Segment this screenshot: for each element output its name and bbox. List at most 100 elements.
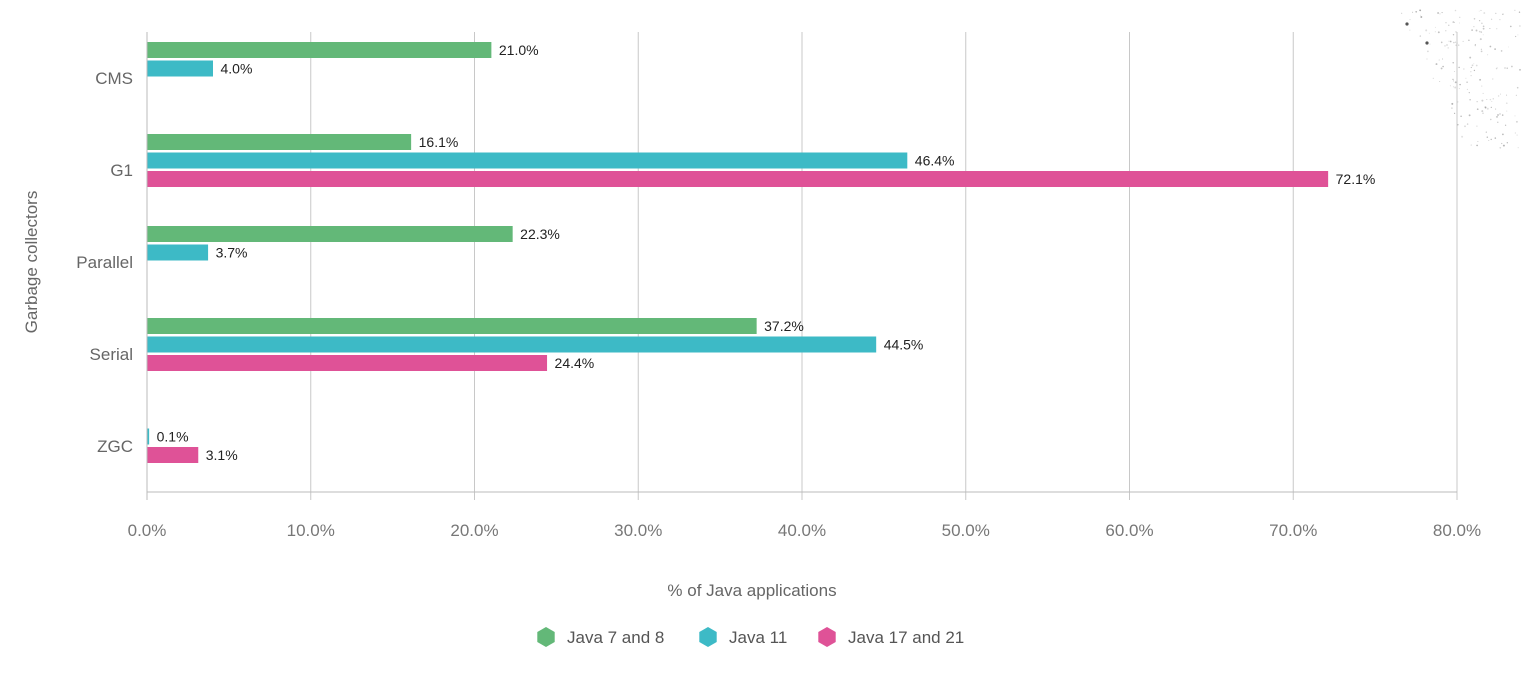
bars: 21.0% 4.0% 16.1% 46.4% 72.1% 22.3% 3.7% 37.2% 44…	[147, 42, 1376, 463]
decor-dot	[1479, 38, 1482, 41]
decor-dot	[1497, 95, 1500, 97]
decor-dot	[1494, 137, 1497, 139]
decor-dot	[1516, 86, 1519, 89]
decor-dot	[1473, 63, 1475, 65]
decor-dot	[1459, 83, 1461, 86]
decor-dot	[1435, 63, 1438, 66]
decor-dot	[1468, 39, 1470, 41]
x-axis-title: % of Java applications	[667, 581, 836, 600]
decor-dot	[1462, 40, 1464, 42]
decor-dot	[1490, 18, 1493, 20]
decor-dot	[1501, 114, 1504, 116]
decor-dot	[1476, 108, 1479, 111]
decor-dot	[1466, 123, 1469, 125]
decor-dot	[1515, 94, 1517, 96]
category-labels: CMS G1 Parallel Serial ZGC	[76, 69, 133, 456]
decor-dot	[1483, 12, 1486, 14]
decor-dot	[1502, 144, 1505, 147]
decor-dot	[1464, 125, 1466, 128]
decor-dot	[1482, 92, 1484, 94]
decor-dot	[1480, 9, 1482, 11]
decor-dot	[1449, 40, 1452, 43]
decor-dot	[1452, 34, 1455, 36]
decor-dot	[1482, 34, 1484, 36]
decor-dot	[1475, 29, 1478, 32]
decor-dot	[1514, 115, 1516, 117]
decor-dot	[1479, 20, 1481, 21]
data-label: 16.1%	[419, 134, 459, 150]
decor-dot	[1419, 9, 1422, 12]
decor-dot	[1461, 135, 1464, 138]
decor-dot	[1509, 25, 1512, 28]
decor-dot	[1478, 30, 1481, 33]
decor-dot	[1420, 16, 1423, 18]
decor-dot	[1497, 121, 1499, 123]
decor-dot	[1476, 144, 1478, 147]
decor-dot	[1505, 102, 1508, 105]
decor-dot	[1441, 12, 1443, 14]
decor-dot	[1442, 65, 1444, 68]
decor-dot	[1463, 68, 1465, 70]
bar-zgc-2	[147, 428, 150, 445]
legend-label: Java 11	[729, 628, 787, 647]
decor-dot	[1471, 29, 1473, 31]
decor-dot	[1445, 30, 1447, 32]
decor-dot	[1458, 44, 1460, 46]
decor-dot	[1494, 48, 1496, 50]
x-tick-labels: 0.0% 10.0% 20.0% 30.0% 40.0% 50.0% 60.0% 70.0% 8…	[128, 521, 1481, 540]
decor-dot	[1438, 59, 1440, 61]
data-label: 3.1%	[206, 447, 238, 463]
legend-label: Java 7 and 8	[567, 628, 664, 647]
x-tick-label: 50.0%	[942, 521, 990, 540]
data-label: 72.1%	[1336, 171, 1376, 187]
decor-dot	[1469, 56, 1472, 59]
decor-dot	[1469, 99, 1471, 101]
decor-dot	[1504, 67, 1506, 69]
decor-dot	[1409, 29, 1411, 31]
decor-dot	[1409, 19, 1411, 21]
legend-marker-icon	[818, 627, 836, 647]
bar-g1-3	[147, 171, 1329, 187]
decor-dot	[1477, 141, 1479, 142]
decor-dot	[1496, 67, 1498, 69]
decor-dot	[1432, 77, 1434, 79]
decor-dot	[1468, 114, 1471, 117]
decor-dot	[1517, 147, 1519, 149]
decor-dot	[1419, 14, 1421, 16]
gridlines	[146, 32, 1458, 500]
decor-dot	[1514, 35, 1517, 38]
decor-dot	[1506, 110, 1508, 112]
data-label: 4.0%	[221, 61, 253, 77]
decor-dot	[1484, 106, 1487, 109]
decor-dot	[1482, 25, 1485, 28]
decor-dot	[1488, 139, 1490, 141]
category-label: G1	[110, 161, 133, 180]
decor-dot	[1451, 107, 1453, 109]
decor-dot	[1453, 70, 1456, 73]
decor-dot	[1453, 41, 1455, 44]
y-axis-title: Garbage collectors	[22, 191, 41, 334]
decor-dot	[1459, 16, 1461, 18]
decor-dot	[1506, 142, 1508, 144]
decor-dot	[1506, 94, 1508, 96]
decor-dot	[1444, 45, 1446, 47]
decor-dot	[1470, 75, 1472, 77]
decor-dot	[1489, 45, 1492, 48]
decor-dot	[1506, 67, 1508, 69]
decor-dot	[1490, 118, 1492, 121]
category-label: CMS	[95, 69, 133, 88]
decor-dot	[1442, 58, 1444, 60]
decor-dot	[1490, 106, 1492, 109]
decor-dot	[1502, 133, 1504, 136]
decor-dot	[1497, 114, 1499, 116]
decor-dot	[1479, 78, 1482, 81]
decor-dot	[1452, 21, 1455, 24]
decor-dot	[1453, 80, 1455, 82]
decor-dot	[1473, 69, 1476, 72]
category-label: Parallel	[76, 253, 133, 272]
decor-dot	[1500, 50, 1503, 52]
data-label: 24.4%	[555, 355, 595, 371]
decor-dot	[1496, 28, 1498, 30]
decor-dot	[1478, 10, 1480, 12]
